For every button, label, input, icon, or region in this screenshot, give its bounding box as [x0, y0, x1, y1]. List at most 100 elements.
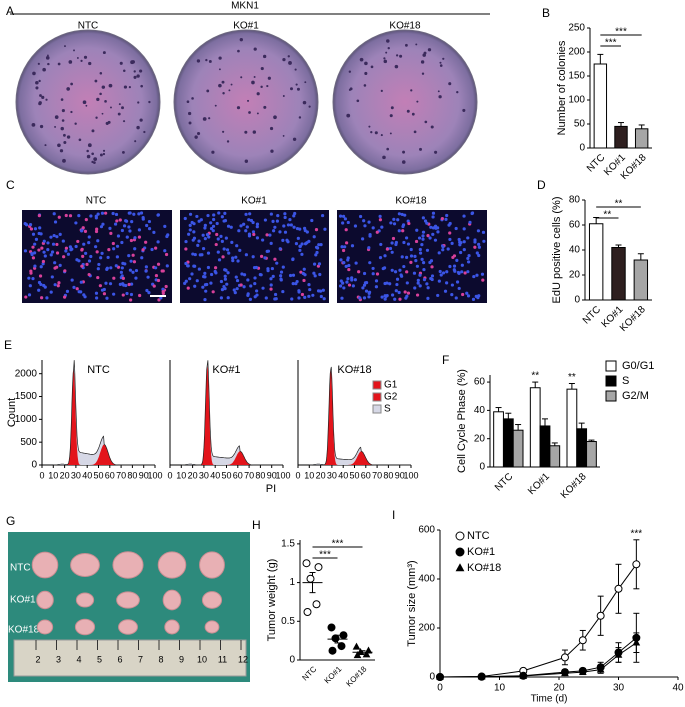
curve-outline: [181, 360, 283, 466]
nucleus: [457, 271, 461, 275]
nucleus: [354, 261, 358, 265]
colony: [38, 101, 42, 106]
colony: [287, 55, 290, 58]
nucleus: [345, 280, 349, 284]
tumor: [157, 551, 187, 579]
colony: [415, 43, 418, 46]
nucleus: [439, 273, 443, 277]
nucleus: [98, 284, 102, 288]
legend-label: KO#1: [467, 546, 495, 558]
nucleus: [303, 228, 307, 233]
nucleus: [413, 254, 417, 258]
nucleus: [474, 294, 478, 298]
nucleus: [219, 279, 224, 284]
nucleus: [51, 242, 56, 246]
nucleus: [70, 247, 74, 251]
nucleus: [127, 282, 131, 287]
nucleus: [43, 254, 47, 258]
colony: [47, 62, 50, 66]
nucleus: [263, 256, 267, 260]
nucleus: [30, 251, 34, 256]
nucleus: [132, 260, 137, 264]
nucleus: [132, 212, 136, 216]
colony: [383, 59, 388, 64]
nucleus: [222, 247, 226, 251]
colony: [139, 118, 143, 122]
nucleus: [231, 256, 235, 260]
nucleus: [452, 264, 457, 268]
nucleus: [100, 288, 105, 292]
nucleus: [134, 268, 139, 273]
nucleus: [342, 286, 346, 290]
significance-label: ***: [615, 27, 627, 38]
panel-label: D: [537, 178, 546, 192]
nucleus: [224, 236, 228, 240]
nucleus: [461, 292, 465, 297]
g2-peak: [309, 451, 411, 465]
nucleus: [342, 261, 346, 265]
colony: [437, 90, 440, 93]
nucleus: [96, 212, 100, 216]
nucleus: [223, 218, 228, 223]
nucleus: [186, 264, 190, 268]
nucleus: [438, 269, 442, 274]
nucleus: [269, 212, 273, 216]
nucleus: [409, 260, 413, 264]
nucleus: [56, 284, 60, 288]
colony: [236, 106, 241, 110]
nucleus: [209, 272, 214, 277]
colony: [399, 54, 403, 58]
marker: [560, 653, 569, 662]
panel-label: E: [4, 338, 12, 352]
x-tick-label: 80: [127, 470, 137, 480]
x-tick-label: 100: [275, 470, 290, 480]
nucleus: [455, 280, 460, 284]
nucleus: [147, 219, 152, 224]
colony: [370, 131, 373, 134]
panel-label: C: [6, 178, 15, 192]
nucleus: [227, 251, 231, 255]
colony: [296, 87, 300, 91]
nucleus: [164, 284, 168, 289]
legend-marker: [455, 547, 465, 557]
x-tick-label: 10: [48, 470, 58, 480]
colony: [54, 115, 59, 119]
nucleus: [428, 260, 432, 265]
nucleus: [291, 273, 296, 277]
nucleus: [79, 229, 84, 233]
nucleus: [279, 278, 283, 282]
marker: [477, 672, 486, 680]
nucleus: [138, 293, 142, 298]
nucleus: [302, 267, 306, 271]
marker: [596, 665, 605, 673]
colony: [104, 100, 107, 103]
nucleus: [300, 292, 305, 297]
colony: [88, 61, 92, 66]
colony: [270, 149, 274, 153]
bar: [576, 428, 588, 468]
colony: [74, 122, 77, 125]
marker: [578, 636, 587, 645]
micrographs: [22, 210, 487, 303]
nucleus: [52, 233, 56, 238]
nucleus: [269, 283, 273, 287]
nucleus: [244, 253, 248, 257]
nucleus: [468, 220, 472, 224]
nucleus: [441, 248, 445, 252]
colony: [240, 76, 243, 79]
nucleus: [275, 219, 279, 223]
ruler-number: 8: [158, 654, 163, 664]
nucleus: [300, 242, 304, 246]
nucleus: [477, 253, 481, 258]
colony: [386, 147, 390, 151]
nucleus: [473, 240, 477, 244]
colony: [389, 114, 393, 118]
nucleus: [477, 242, 481, 246]
y-axis-label: Number of colonies: [556, 40, 568, 135]
nucleus: [441, 271, 446, 275]
nucleus: [215, 232, 219, 237]
x-tick-label: 90: [267, 470, 277, 480]
colony: [244, 130, 248, 134]
nucleus: [129, 292, 134, 297]
x-tick-label: KO#18: [344, 664, 368, 688]
